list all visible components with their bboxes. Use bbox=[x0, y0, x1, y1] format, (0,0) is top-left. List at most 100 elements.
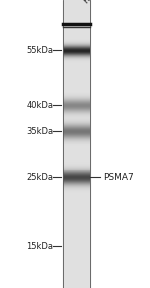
Bar bbox=[63, 21, 90, 22]
Bar bbox=[63, 253, 90, 254]
Bar bbox=[63, 231, 90, 232]
Bar bbox=[63, 201, 90, 202]
Bar bbox=[63, 112, 90, 113]
Bar bbox=[63, 62, 90, 64]
Bar bbox=[63, 0, 90, 1]
Bar bbox=[63, 41, 90, 42]
Bar bbox=[63, 37, 90, 39]
Bar bbox=[63, 117, 90, 118]
Bar bbox=[63, 136, 90, 137]
Bar bbox=[63, 115, 90, 117]
Bar bbox=[63, 278, 90, 279]
Bar bbox=[63, 162, 90, 163]
Bar bbox=[63, 208, 90, 209]
Bar bbox=[63, 28, 90, 29]
Bar bbox=[63, 255, 90, 256]
Bar bbox=[63, 177, 90, 178]
Bar bbox=[63, 143, 90, 145]
Bar bbox=[63, 221, 90, 223]
Bar bbox=[63, 248, 90, 249]
Bar bbox=[63, 153, 90, 154]
Bar bbox=[63, 3, 90, 4]
Bar bbox=[63, 147, 90, 148]
Bar bbox=[63, 8, 90, 9]
Bar bbox=[63, 6, 90, 7]
Bar bbox=[63, 61, 90, 62]
Bar bbox=[63, 44, 90, 45]
Bar bbox=[63, 251, 90, 252]
Bar bbox=[63, 269, 90, 270]
Bar bbox=[63, 271, 90, 272]
Bar bbox=[63, 109, 90, 110]
Bar bbox=[63, 192, 90, 193]
Bar bbox=[63, 195, 90, 196]
Bar bbox=[63, 39, 90, 40]
Bar bbox=[63, 135, 90, 136]
Bar bbox=[63, 154, 90, 155]
Bar bbox=[63, 235, 90, 236]
Bar bbox=[63, 261, 90, 262]
Bar bbox=[63, 228, 90, 229]
Bar bbox=[63, 85, 90, 86]
Bar bbox=[63, 22, 90, 23]
Bar bbox=[63, 183, 90, 184]
Bar bbox=[63, 53, 90, 54]
Bar bbox=[63, 242, 90, 243]
Bar bbox=[63, 140, 90, 141]
Text: 35kDa: 35kDa bbox=[26, 126, 53, 136]
Bar bbox=[63, 145, 90, 146]
Bar bbox=[63, 252, 90, 253]
Bar bbox=[63, 166, 90, 167]
Bar bbox=[63, 276, 90, 277]
Bar bbox=[63, 130, 90, 131]
Bar bbox=[63, 262, 90, 263]
Bar bbox=[63, 285, 90, 286]
Bar bbox=[63, 1, 90, 2]
Bar bbox=[63, 198, 90, 199]
Bar bbox=[63, 219, 90, 220]
Bar bbox=[63, 265, 90, 266]
Bar bbox=[63, 246, 90, 247]
Bar bbox=[63, 9, 90, 10]
Bar bbox=[63, 124, 90, 125]
Bar bbox=[63, 163, 90, 164]
Bar bbox=[63, 226, 90, 227]
Bar bbox=[63, 257, 90, 258]
Bar bbox=[63, 249, 90, 251]
Bar bbox=[63, 263, 90, 264]
Bar bbox=[63, 131, 90, 132]
Bar bbox=[63, 227, 90, 228]
Bar bbox=[63, 274, 90, 276]
Bar bbox=[63, 199, 90, 200]
Bar bbox=[63, 127, 90, 128]
Bar bbox=[63, 89, 90, 90]
Bar bbox=[63, 187, 90, 188]
Bar bbox=[63, 74, 90, 75]
Bar bbox=[63, 165, 90, 166]
Bar bbox=[63, 96, 90, 97]
Bar bbox=[63, 138, 90, 139]
Bar bbox=[63, 218, 90, 219]
Bar bbox=[63, 171, 90, 173]
Text: PSMA7: PSMA7 bbox=[103, 173, 134, 182]
Bar bbox=[63, 30, 90, 31]
Bar bbox=[63, 72, 90, 73]
Bar bbox=[63, 157, 90, 158]
Bar bbox=[63, 88, 90, 89]
Bar bbox=[63, 142, 90, 143]
Bar bbox=[63, 189, 90, 190]
Bar bbox=[63, 174, 90, 175]
Bar bbox=[63, 133, 90, 134]
Bar bbox=[63, 35, 90, 36]
Bar bbox=[63, 205, 90, 206]
Bar bbox=[63, 170, 90, 171]
Bar bbox=[63, 224, 90, 226]
Bar bbox=[63, 190, 90, 191]
Bar bbox=[63, 7, 90, 8]
Bar bbox=[63, 220, 90, 221]
Bar bbox=[63, 65, 90, 67]
Bar bbox=[63, 244, 90, 245]
Bar bbox=[63, 173, 90, 174]
Bar bbox=[63, 279, 90, 280]
Bar bbox=[63, 232, 90, 233]
